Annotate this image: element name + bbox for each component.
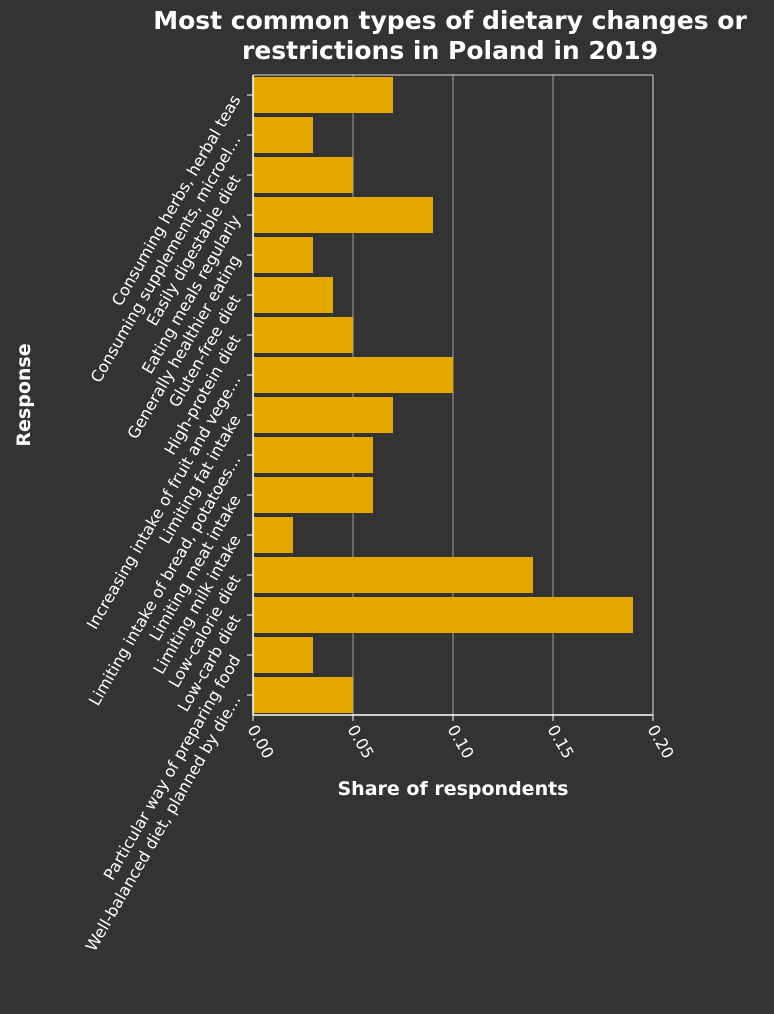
bar	[253, 157, 353, 193]
x-tick-label: 0.00	[244, 722, 278, 762]
bar	[253, 357, 453, 393]
bar	[253, 237, 313, 273]
x-tick-labels: 0.00 0.05 0.10 0.15 0.20	[244, 722, 678, 762]
bar	[253, 637, 313, 673]
y-axis-label: Response	[13, 343, 35, 446]
bar	[253, 477, 373, 513]
x-tick-label: 0.20	[644, 722, 678, 762]
x-axis-label: Share of respondents	[338, 778, 569, 800]
bar	[253, 277, 333, 313]
x-tick-label: 0.10	[444, 722, 478, 762]
chart-title-line-2: restrictions in Poland in 2019	[242, 36, 658, 65]
bar	[253, 677, 353, 713]
bar	[253, 317, 353, 353]
bar	[253, 437, 373, 473]
chart-title-line-1: Most common types of dietary changes or	[153, 6, 747, 35]
axes	[247, 74, 654, 721]
x-tick-label: 0.05	[344, 722, 378, 762]
bar	[253, 517, 293, 553]
bar	[253, 197, 433, 233]
x-tick-label: 0.15	[544, 722, 578, 762]
y-tick-label: Well-balanced diet, planned by die...	[82, 692, 245, 955]
bars	[253, 77, 633, 713]
bar	[253, 77, 393, 113]
bar	[253, 397, 393, 433]
bar	[253, 597, 633, 633]
bar	[253, 117, 313, 153]
bar	[253, 557, 533, 593]
